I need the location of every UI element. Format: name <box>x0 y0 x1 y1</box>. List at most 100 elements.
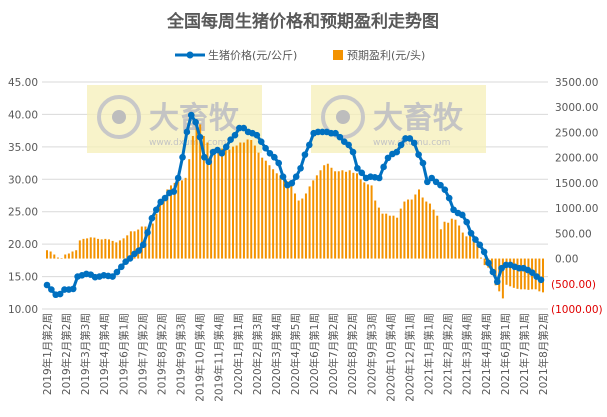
profit-bar <box>315 175 318 259</box>
legend: 生猪价格(元/公斤) 预期盈利(元/头) <box>175 48 425 62</box>
right-axis-tick-label: 3000.00 <box>555 102 598 114</box>
profit-bar <box>418 189 420 259</box>
legend-label-profit: 预期盈利(元/头) <box>347 49 425 62</box>
right-axis-tick-label: 1000.00 <box>555 203 598 215</box>
profit-bar <box>250 140 253 259</box>
price-point <box>406 135 414 142</box>
watermark-eye-pupil <box>336 110 350 124</box>
right-axis-tick-label: 2500.00 <box>555 127 598 139</box>
profit-bar <box>341 170 344 259</box>
right-axis-tick-label: (500.00) <box>551 279 596 291</box>
price-point <box>196 133 204 141</box>
left-axis-tick-label: 20.00 <box>8 239 38 251</box>
price-point <box>170 188 178 195</box>
price-point <box>476 241 484 249</box>
profit-bar <box>82 238 85 259</box>
profit-bar <box>359 179 362 259</box>
profit-bar <box>480 257 482 259</box>
profit-bar <box>213 154 216 259</box>
x-axis-tick-label: 2020年8月第2周 <box>346 313 359 395</box>
profit-bar <box>490 258 493 273</box>
x-axis-tick-label: 2021年6月第1周 <box>499 313 512 395</box>
profit-bar <box>202 135 205 259</box>
price-point <box>428 174 436 182</box>
price-point <box>266 150 274 157</box>
profit-bar <box>126 235 129 259</box>
profit-bar <box>454 219 457 259</box>
price-point <box>152 206 160 214</box>
price-line <box>43 111 545 299</box>
profit-bar <box>199 124 202 259</box>
profit-bar <box>159 202 162 259</box>
x-axis-tick-label: 2019年10月第4周 <box>194 313 207 402</box>
price-point <box>227 136 234 144</box>
x-axis-tick-label: 2019年3月第3周 <box>79 313 92 395</box>
profit-bar <box>301 198 304 259</box>
x-axis-tick-label: 2020年1月第1周 <box>232 313 245 395</box>
profit-bar <box>410 199 413 259</box>
profit-bar <box>264 160 267 259</box>
price-point <box>493 278 501 286</box>
profit-bar <box>46 250 48 259</box>
profit-bar <box>392 215 395 259</box>
profit-bar <box>399 208 402 259</box>
profit-bar <box>268 165 271 259</box>
x-axis-tick-label: 2020年9月第3周 <box>365 313 378 395</box>
price-point <box>459 211 466 219</box>
price-point <box>161 194 169 202</box>
profit-bar <box>312 180 315 259</box>
right-axis-tick-label: 0.00 <box>555 254 578 266</box>
legend-item-price: 生猪价格(元/公斤) <box>175 48 297 62</box>
profit-bar <box>345 171 348 259</box>
profit-bar <box>224 147 227 259</box>
left-axis-tick-label: 45.00 <box>8 77 38 89</box>
profit-bar <box>232 146 234 259</box>
chart-title: 全国每周生猪价格和预期盈利走势图 <box>166 11 439 32</box>
profit-bar <box>191 135 194 259</box>
price-point <box>467 229 475 237</box>
price-point <box>528 269 536 276</box>
profit-bar <box>425 201 428 259</box>
x-axis-tick-label: 2019年7月第2周 <box>136 313 149 395</box>
profit-bar <box>385 213 388 259</box>
price-point <box>201 153 208 161</box>
price-point <box>297 164 304 172</box>
profit-bar <box>93 237 96 259</box>
x-axis-tick-label: 2021年2月第2周 <box>442 313 455 395</box>
profit-bar <box>352 172 355 259</box>
profit-bar <box>235 145 238 259</box>
price-point <box>205 158 213 166</box>
profit-bar <box>78 240 81 259</box>
profit-bar <box>64 254 67 259</box>
price-point <box>472 236 479 243</box>
price-point <box>480 248 488 256</box>
price-point <box>306 141 313 149</box>
profit-bars <box>46 119 544 299</box>
price-point <box>489 268 497 276</box>
profit-bar <box>527 258 530 290</box>
watermark-eye-icon <box>97 95 141 139</box>
profit-bar <box>439 229 442 259</box>
price-point <box>275 159 282 167</box>
profit-bar <box>118 240 121 259</box>
profit-bar <box>294 193 296 259</box>
profit-bar <box>151 223 154 259</box>
price-point <box>358 169 366 177</box>
profit-bar <box>542 258 544 293</box>
profit-bar <box>210 149 213 259</box>
profit-bar <box>407 199 410 259</box>
x-axis-tick-label: 2021年3月第4周 <box>461 313 474 395</box>
profit-bar <box>177 181 180 259</box>
price-point <box>240 124 248 132</box>
left-axis-tick-label: 30.00 <box>8 174 38 186</box>
price-point <box>537 276 545 284</box>
profit-bar <box>388 215 391 259</box>
profit-bar <box>363 182 366 259</box>
profit-bar <box>279 175 282 259</box>
legend-label-price: 生猪价格(元/公斤) <box>208 48 297 62</box>
price-point <box>445 194 453 202</box>
profit-bar <box>184 177 187 259</box>
price-point <box>336 133 344 141</box>
profit-bar <box>501 258 504 299</box>
